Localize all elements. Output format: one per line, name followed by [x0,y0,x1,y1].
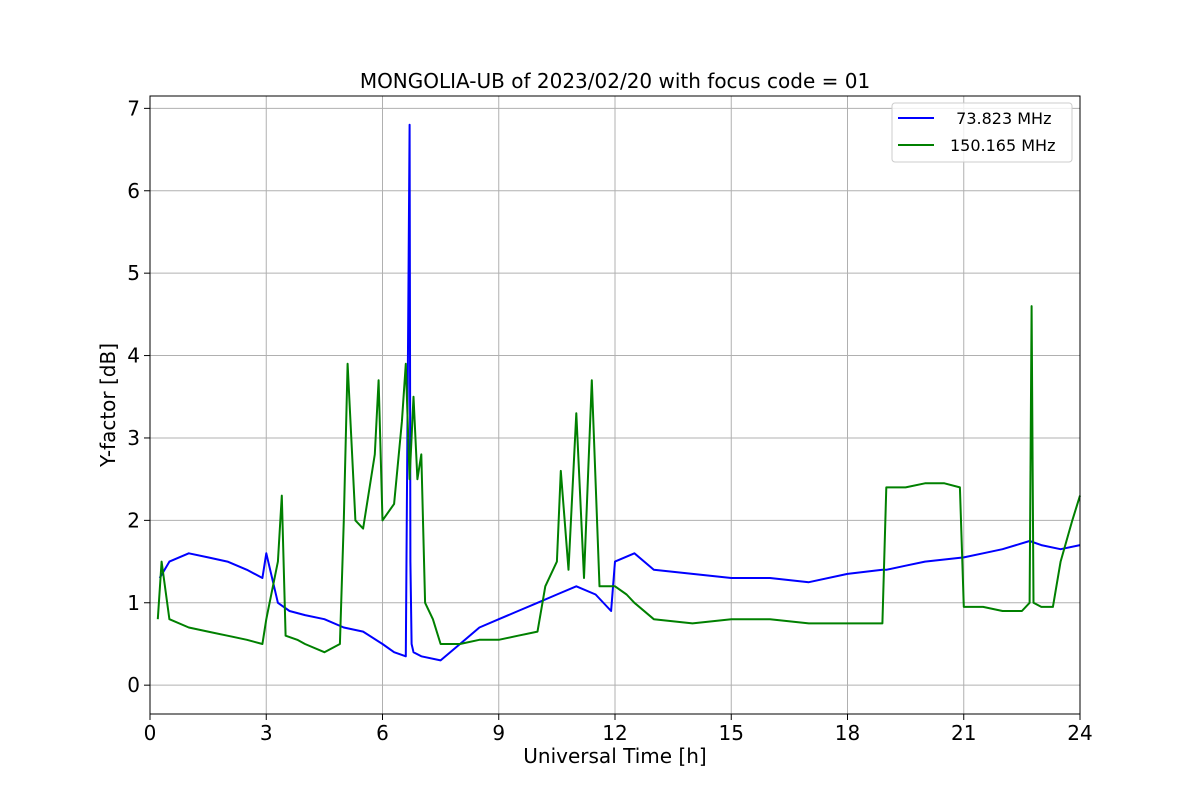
x-tick-label: 3 [260,721,273,745]
y-tick-label: 0 [127,673,140,697]
legend-label-series-1: 73.823 MHz [946,109,1051,128]
y-tick-label: 4 [127,344,140,368]
x-tick-label: 21 [951,721,976,745]
legend: 73.823 MHz 150.165 MHz [891,102,1073,163]
x-tick-label: 15 [719,721,744,745]
chart-title: MONGOLIA-UB of 2023/02/20 with focus cod… [360,69,870,93]
grid [149,96,1081,714]
x-tick-label: 24 [1067,721,1092,745]
y-tick-label: 3 [127,426,140,450]
legend-label-series-2: 150.165 MHz [950,136,1055,155]
series-line-1 [158,123,1081,662]
y-tick-label: 7 [127,96,140,120]
y-tick-label: 2 [127,508,140,532]
series-layer [156,123,1081,662]
x-tick-label: 6 [376,721,389,745]
x-tick-label: 12 [602,721,627,745]
legend-box [891,102,1073,163]
x-tick-label: 9 [492,721,505,745]
y-axis-label: Y-factor [dB] [96,343,120,468]
x-tick-label: 18 [835,721,860,745]
series-line-2 [156,305,1081,654]
y-tick-label: 5 [127,261,140,285]
y-tick-label: 1 [127,591,140,615]
x-tick-label: 0 [144,721,157,745]
x-axis-label: Universal Time [h] [523,744,706,768]
y-tick-label: 6 [127,179,140,203]
